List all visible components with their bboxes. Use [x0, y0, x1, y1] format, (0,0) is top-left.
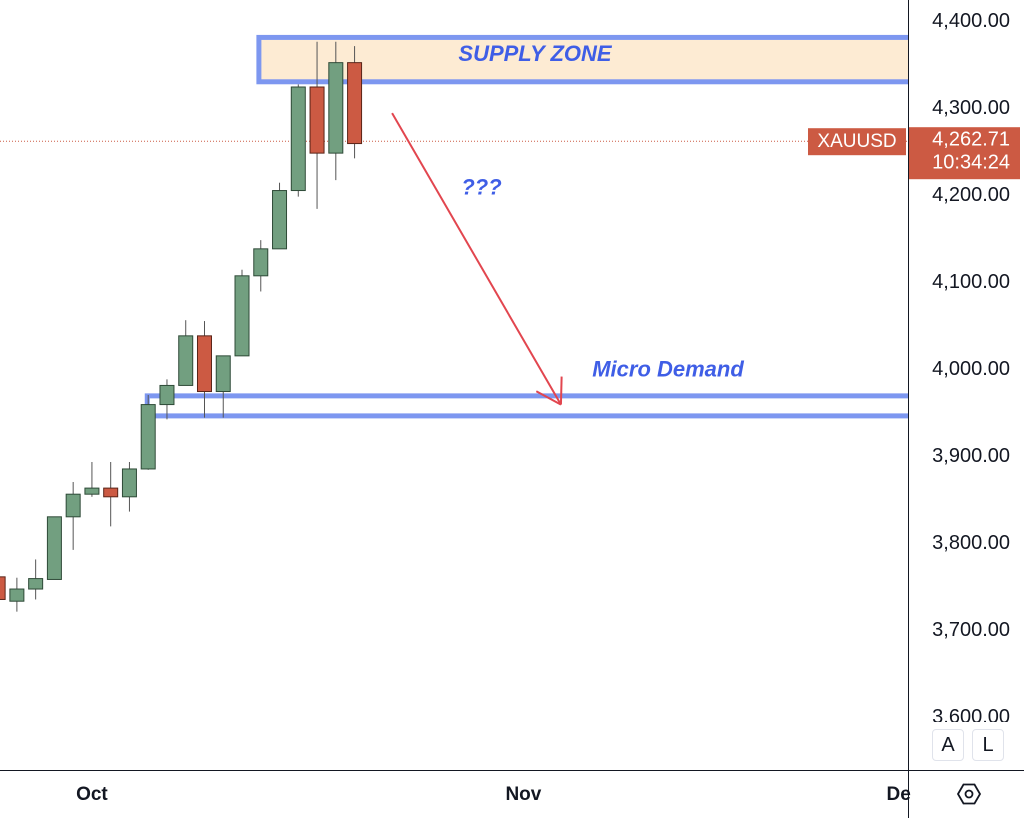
x-tick-label: Nov — [505, 784, 541, 805]
arrow-head — [559, 376, 563, 405]
candle-body — [253, 248, 269, 277]
log-scale-button[interactable]: L — [972, 729, 1004, 761]
price-tag — [909, 127, 1020, 180]
candle-body — [178, 335, 194, 386]
candle-body — [272, 190, 288, 250]
candle-body — [215, 355, 231, 393]
y-tick-label: 4,200.00 — [932, 184, 1010, 206]
candle-body — [290, 86, 306, 192]
candle-body — [46, 516, 62, 580]
zone — [256, 34, 908, 85]
arrow-head — [535, 390, 562, 406]
candle-body — [9, 588, 25, 602]
price-tag-label: 4,262.71 — [932, 128, 1010, 150]
y-tick-label: 3,600.00 — [932, 706, 1010, 728]
candle-body — [328, 62, 344, 154]
candle-body — [0, 576, 6, 600]
candle-body — [234, 275, 250, 357]
candle-body — [84, 487, 100, 495]
plot-area: SUPPLY ZONE Micro Demand??? — [0, 34, 908, 612]
arrow — [391, 112, 562, 406]
y-tick-label: 3,900.00 — [932, 445, 1010, 467]
candle-body — [103, 487, 119, 498]
candle-body — [347, 62, 363, 145]
x-tick-label: De — [886, 784, 910, 805]
candle-body — [159, 384, 175, 406]
candle-body — [196, 335, 212, 393]
y-tick-label: 3,800.00 — [932, 532, 1010, 554]
x-tick-label: Oct — [76, 784, 108, 805]
arrow-label: ??? — [461, 175, 501, 200]
candle-body — [28, 578, 44, 590]
zone-label: SUPPLY ZONE — [458, 41, 613, 66]
countdown-label: 10:34:24 — [932, 151, 1010, 173]
candle-body — [65, 493, 81, 518]
y-tick-label: 3,700.00 — [932, 619, 1010, 641]
y-tick-label: 4,000.00 — [932, 358, 1010, 380]
symbol-label: XAUUSD — [817, 131, 896, 152]
y-tick-label: 4,100.00 — [932, 271, 1010, 293]
price-axis: 4,400.00 4,300.00 4,200.00 4,100.00 4,000.00… — [932, 10, 1010, 728]
y-tick-label: 4,400.00 — [932, 10, 1010, 32]
candle-body — [140, 404, 156, 470]
symbol-tag — [808, 128, 906, 156]
zone-label: Micro Demand — [592, 357, 744, 382]
y-tick-label: 4,300.00 — [932, 97, 1010, 119]
candle-body — [309, 86, 325, 154]
auto-scale-button[interactable]: A — [932, 729, 964, 761]
candle-body — [121, 468, 137, 498]
zone — [144, 393, 908, 419]
settings-icon[interactable] — [956, 783, 982, 805]
